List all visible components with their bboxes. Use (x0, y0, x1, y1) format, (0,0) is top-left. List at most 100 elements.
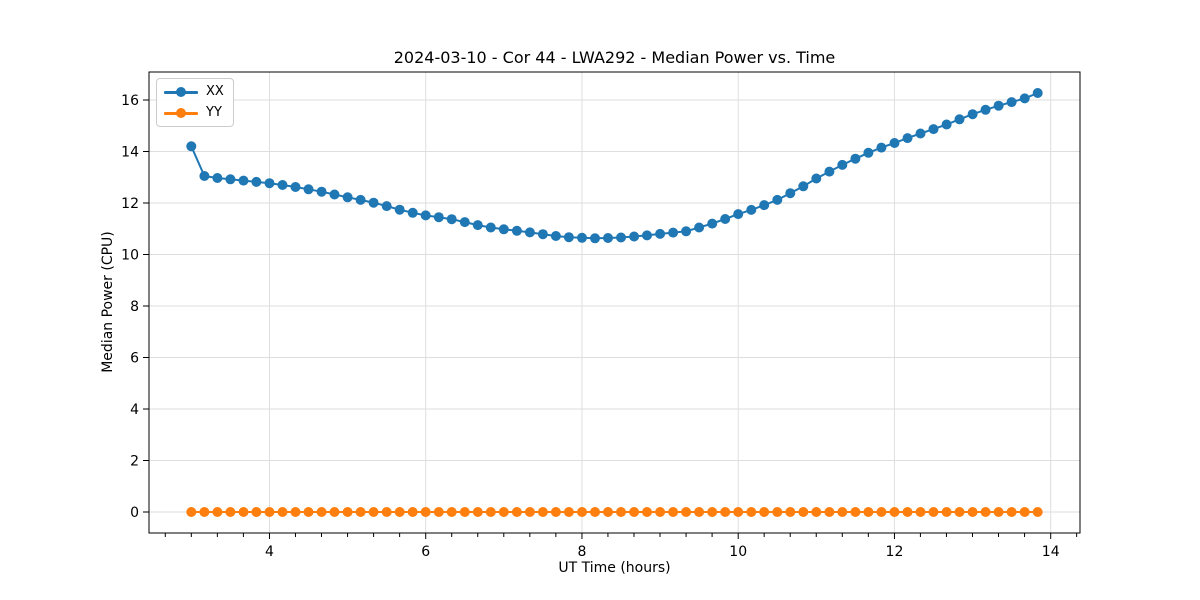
data-point-yy (459, 507, 470, 517)
data-point-yy (524, 507, 535, 517)
data-point-yy (603, 507, 613, 517)
data-point-xx (303, 184, 314, 195)
data-point-yy (720, 507, 731, 517)
y-tick-label: 16 (121, 93, 139, 109)
data-point-xx (199, 171, 210, 181)
data-point-yy (264, 507, 275, 517)
data-point-yy (251, 507, 262, 517)
data-point-xx (993, 100, 1004, 111)
data-point-yy (694, 507, 705, 517)
legend-line-marker-xx (164, 87, 198, 97)
data-point-yy (498, 507, 509, 517)
x-tick-label: 6 (421, 544, 430, 560)
data-point-yy (824, 507, 835, 517)
data-point-yy (616, 507, 626, 517)
data-point-xx (733, 209, 744, 220)
legend-item-xx: XX (164, 84, 224, 100)
data-point-xx (342, 192, 353, 203)
data-point-yy (876, 507, 887, 517)
data-point-xx (785, 188, 796, 199)
data-point-xx (746, 204, 757, 215)
x-tick-label: 12 (886, 544, 904, 560)
data-point-yy (811, 507, 822, 517)
data-point-yy (394, 507, 405, 517)
data-point-xx (850, 153, 861, 164)
x-tick-label: 8 (578, 544, 587, 560)
data-point-xx (394, 204, 405, 215)
data-point-xx (524, 227, 535, 238)
data-point-xx (915, 128, 926, 139)
data-point-yy (1006, 507, 1017, 517)
data-point-yy (577, 507, 587, 517)
data-point-yy (954, 507, 965, 517)
data-point-xx (316, 186, 327, 197)
data-point-yy (590, 507, 600, 517)
data-point-xx (720, 214, 731, 224)
data-point-xx (225, 174, 236, 185)
legend-line-marker-yy (164, 108, 198, 118)
data-point-xx (629, 231, 640, 242)
series-line-xx (190, 92, 1039, 240)
data-point-xx (264, 178, 275, 189)
data-point-xx (511, 225, 522, 236)
data-point-yy (303, 507, 314, 517)
data-point-xx (472, 220, 483, 231)
data-point-xx (277, 180, 288, 190)
data-point-yy (537, 507, 548, 517)
data-point-xx (186, 141, 197, 152)
data-point-xx (407, 207, 418, 218)
data-point-yy (511, 507, 522, 517)
data-point-xx (1006, 97, 1017, 108)
data-point-yy (629, 507, 640, 517)
data-point-yy (915, 507, 926, 517)
y-tick-label: 2 (130, 454, 139, 470)
data-point-xx (642, 230, 652, 241)
data-point-xx (876, 142, 887, 153)
data-point-xx (707, 218, 718, 229)
data-point-xx (668, 227, 679, 238)
data-point-xx (212, 173, 223, 183)
data-point-yy (889, 507, 900, 517)
data-point-xx (238, 175, 249, 186)
data-point-xx (381, 201, 392, 212)
data-point-xx (694, 222, 705, 233)
data-point-xx (355, 194, 366, 205)
legend-label-xx: XX (206, 84, 224, 99)
y-tick-label: 12 (121, 196, 139, 212)
data-point-yy (485, 507, 496, 517)
data-point-xx (941, 119, 952, 130)
data-point-xx (459, 217, 470, 228)
legend: XX YY (156, 78, 234, 127)
y-tick-label: 0 (130, 505, 139, 521)
data-point-xx (655, 228, 666, 239)
data-point-yy (772, 507, 783, 517)
data-point-xx (603, 233, 613, 243)
x-tick-label: 14 (1042, 544, 1060, 560)
data-point-yy (316, 507, 327, 517)
data-point-xx (824, 166, 835, 177)
data-point-xx (485, 222, 496, 233)
data-point-yy (329, 507, 340, 517)
data-point-yy (550, 507, 561, 517)
x-tick-label: 10 (729, 544, 747, 560)
data-point-xx (368, 197, 379, 208)
data-point-yy (186, 507, 197, 517)
data-point-xx (329, 189, 340, 200)
data-point-xx (550, 231, 561, 241)
data-point-yy (277, 507, 288, 517)
x-axis-label: UT Time (hours) (558, 560, 671, 576)
data-point-yy (212, 507, 223, 517)
legend-label-yy: YY (206, 105, 222, 120)
data-point-yy (759, 507, 770, 517)
data-point-yy (941, 507, 952, 517)
data-point-xx (1032, 88, 1043, 98)
data-point-yy (199, 507, 210, 517)
plot-border (148, 71, 1081, 534)
data-point-yy (1032, 507, 1043, 517)
y-tick-label: 8 (130, 299, 139, 315)
data-point-yy (472, 507, 483, 517)
data-point-yy (746, 507, 757, 517)
data-point-yy (902, 507, 913, 517)
